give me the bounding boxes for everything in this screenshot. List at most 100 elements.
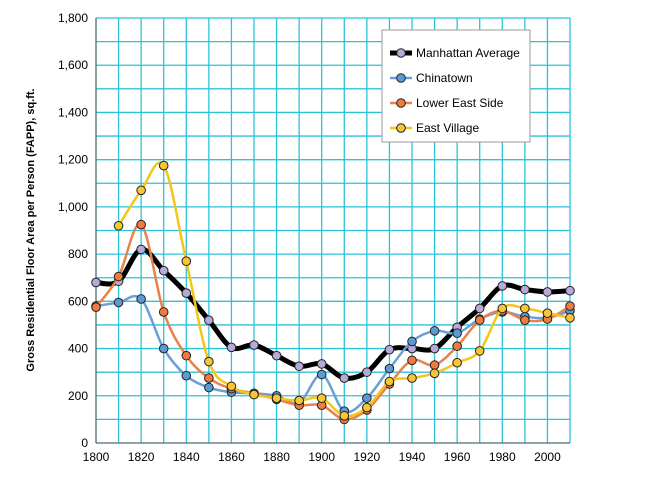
data-point: [474, 303, 485, 314]
data-point: [384, 363, 395, 374]
data-point: [158, 343, 169, 354]
x-tick-label: 1960: [444, 450, 471, 464]
y-axis-ticks: 0 200 400 600 800 1,000 1,200 1,400 1,600 1,800: [58, 11, 88, 450]
data-point: [429, 343, 440, 354]
data-point: [565, 285, 575, 296]
data-point: [113, 271, 124, 282]
data-point: [226, 381, 237, 392]
x-tick-label: 1880: [263, 450, 290, 464]
data-point: [204, 315, 214, 326]
data-point: [339, 411, 350, 421]
data-point: [429, 326, 440, 336]
data-point: [474, 315, 485, 326]
data-point: [158, 265, 169, 276]
data-point: [316, 369, 327, 380]
y-tick-label: 400: [68, 342, 88, 356]
x-tick-label: 1940: [399, 450, 426, 464]
data-point: [520, 303, 530, 314]
x-tick-label: 1920: [354, 450, 381, 464]
data-point: [271, 350, 282, 361]
x-tick-label: 1840: [173, 450, 200, 464]
y-tick-label: 1,800: [58, 11, 88, 25]
data-point: [271, 393, 282, 403]
data-point: [362, 402, 372, 413]
data-point: [452, 357, 462, 368]
y-tick-label: 800: [68, 247, 88, 261]
x-tick-label: 1800: [83, 450, 110, 464]
data-point: [452, 341, 462, 351]
data-point: [407, 355, 417, 366]
x-tick-label: 1820: [128, 450, 155, 464]
data-point: [520, 315, 530, 326]
data-point: [497, 281, 508, 291]
data-point: [429, 360, 440, 370]
series-line: [94, 223, 571, 421]
data-point: [181, 288, 192, 298]
data-point: [497, 303, 508, 314]
y-tick-label: 1,600: [58, 58, 88, 72]
data-point: [136, 294, 146, 304]
data-point: [158, 160, 169, 171]
data-point: [474, 346, 485, 356]
series-line: [95, 246, 571, 381]
data-point: [204, 373, 214, 383]
data-point: [362, 393, 372, 403]
data-point: [452, 328, 462, 339]
data-point: [113, 220, 124, 231]
y-tick-label: 1,200: [58, 153, 88, 167]
y-tick-label: 600: [68, 294, 88, 308]
data-point: [316, 393, 327, 403]
x-tick-label: 1900: [308, 450, 335, 464]
data-point: [542, 287, 553, 297]
data-point: [249, 389, 259, 400]
data-point: [113, 297, 124, 308]
y-tick-label: 200: [68, 389, 88, 403]
legend-item: Chinatown: [390, 71, 473, 85]
data-point: [181, 350, 192, 361]
data-point: [407, 373, 417, 383]
series-group: [91, 160, 575, 425]
legend-swatch-marker: [396, 73, 406, 83]
data-point: [181, 256, 192, 266]
legend-label: East Village: [416, 121, 479, 135]
y-axis-label: Gross Residential Floor Area per Person …: [25, 88, 37, 371]
legend: Manhattan Average Chinatown Lower East Sid…: [381, 29, 531, 143]
data-point: [384, 376, 395, 387]
legend-item: Manhattan Average: [390, 46, 520, 60]
legend-item: East Village: [390, 121, 479, 135]
x-tick-label: 1980: [489, 450, 516, 464]
data-point: [136, 219, 146, 230]
legend-box: [381, 29, 531, 143]
data-point: [136, 244, 146, 255]
data-point: [316, 359, 327, 369]
legend-swatch-marker: [396, 48, 406, 58]
legend-label: Lower East Side: [416, 96, 504, 110]
data-point: [565, 313, 575, 323]
data-point: [226, 342, 237, 353]
data-point: [542, 308, 553, 318]
data-point: [565, 301, 575, 311]
legend-label: Manhattan Average: [416, 46, 520, 60]
data-point: [91, 277, 101, 288]
y-tick-label: 1,000: [58, 200, 88, 214]
data-point: [429, 368, 440, 379]
legend-label: Chinatown: [416, 71, 473, 85]
data-point: [204, 382, 214, 393]
data-point: [384, 344, 395, 355]
y-tick-label: 1,400: [58, 105, 88, 119]
data-point: [136, 185, 146, 196]
legend-item: Lower East Side: [390, 96, 504, 110]
data-point: [204, 356, 214, 367]
data-point: [407, 336, 417, 347]
data-point: [249, 340, 259, 350]
data-point: [294, 395, 304, 406]
data-point: [181, 370, 192, 381]
x-axis-ticks: 1800 1820 1840 1860 1880 1900 1920 1940 1960 1980…: [83, 450, 561, 464]
series-east-village: [113, 160, 575, 421]
y-tick-label: 0: [81, 436, 88, 450]
axes: [95, 18, 570, 444]
x-tick-label: 2000: [534, 450, 561, 464]
legend-swatch-marker: [396, 98, 406, 108]
series-manhattan-average: [91, 244, 575, 383]
